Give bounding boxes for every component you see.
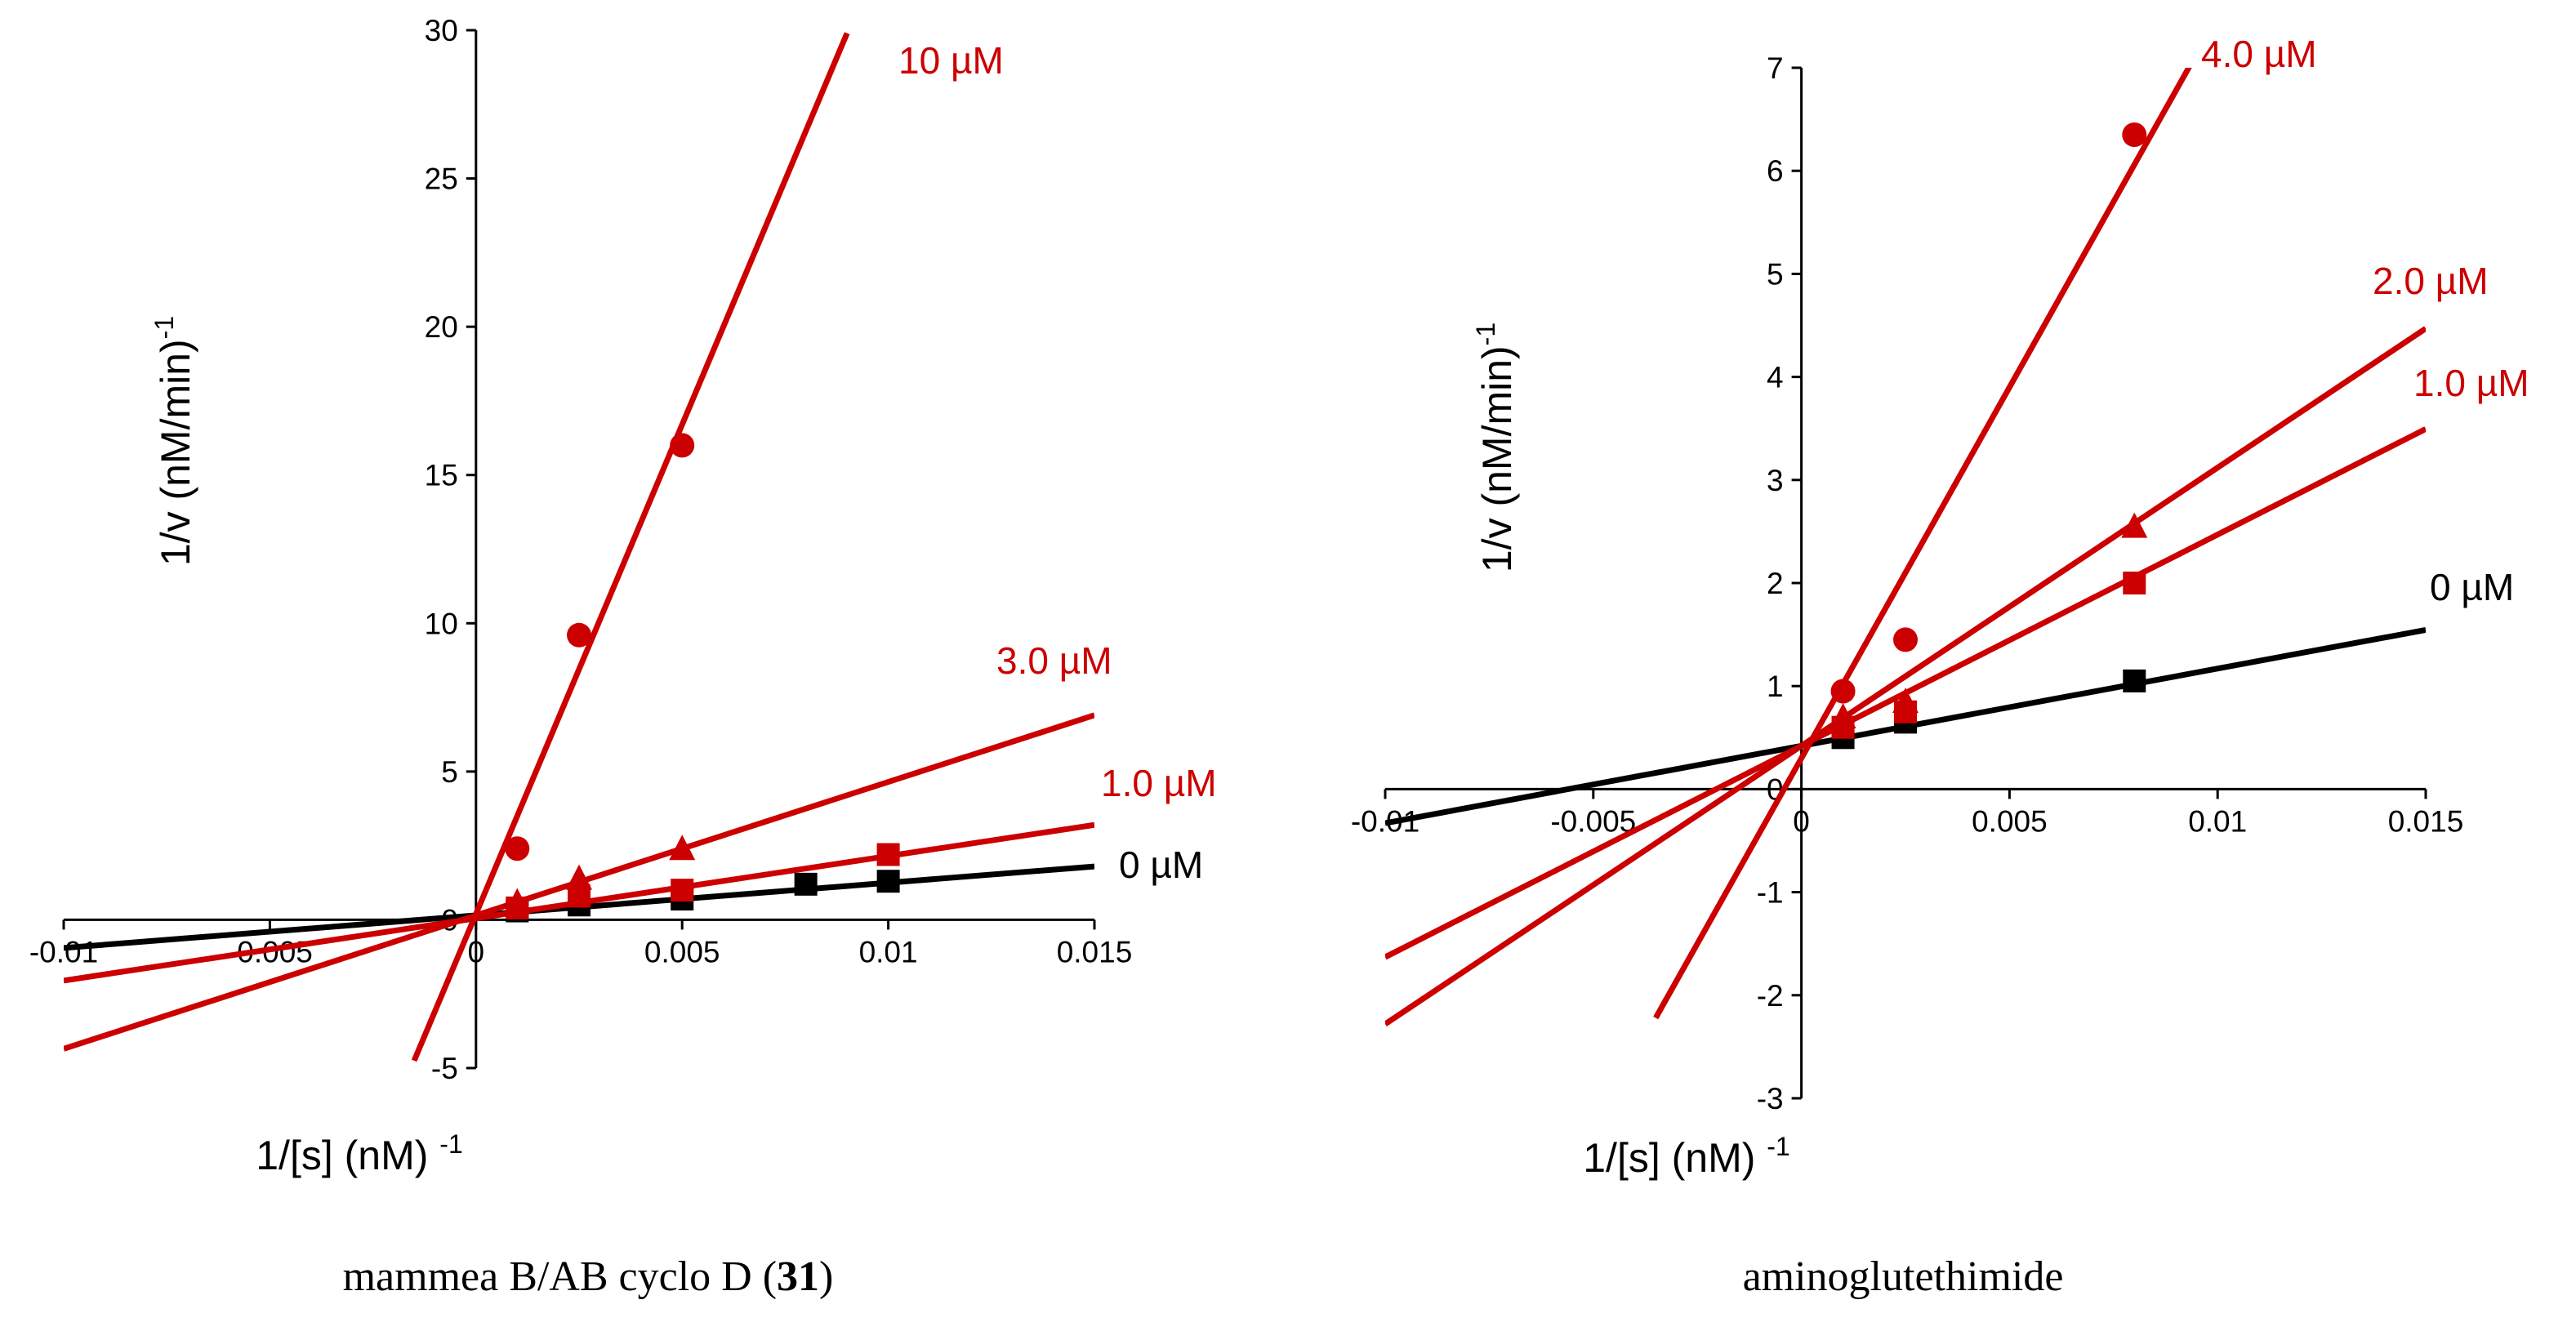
y-tick-label: 5 [1767,257,1784,291]
x-axis-title-text: 1/[s] (nM) [256,1133,439,1178]
x-tick-label: -0.005 [1550,804,1636,838]
data-point-triangle [1829,703,1856,729]
data-point-circle [670,433,695,458]
series-label: 3.0 µM [996,639,1112,682]
data-point-triangle [504,888,531,914]
x-axis-title-exponent: -1 [439,1129,462,1159]
y-axis-title-text: 1/v (nM/min) [153,339,198,566]
series-label: 1.0 µM [1101,762,1217,804]
y-tick-label: 1 [1767,670,1784,703]
data-point-circle [2122,122,2147,148]
y-tick-label: 10 [425,607,458,640]
series-label: 10 µM [898,39,1004,82]
y-tick-label: -5 [431,1052,458,1085]
series-label: 4.0 µM [2201,33,2317,75]
data-point-circle [1893,627,1918,652]
y-tick-label: -2 [1757,979,1784,1013]
data-point-triangle [669,835,696,861]
y-axis-title-exponent: -1 [1471,323,1500,345]
y-tick-label: 15 [425,459,458,492]
y-tick-label: 30 [425,14,458,47]
data-point-square [794,872,818,896]
data-point-triangle [1892,688,1919,714]
figure-caption: mammea B/AB cyclo D (31) [343,1253,834,1300]
data-point-circle [505,836,530,861]
y-tick-label: -1 [1757,876,1784,910]
chart-panel-mammea: -0.01-0.00500.0050.010.015-5051015202530… [29,14,1217,1300]
x-tick-label: 0 [1793,804,1810,838]
x-tick-label: 0.005 [1972,804,2048,838]
caption-text: mammea B/AB cyclo D ( [343,1253,777,1300]
y-tick-label: 7 [1767,51,1784,85]
y-tick-label: 25 [425,162,458,196]
y-tick-label: 6 [1767,154,1784,188]
y-tick-label: -3 [1757,1082,1784,1115]
x-tick-label: 0.01 [2188,804,2247,838]
y-axis-title: 1/v (nM/min)-1 [1471,323,1520,572]
caption-text-end: ) [819,1253,833,1300]
series-line [411,32,850,1062]
x-tick-label: 0.015 [2388,804,2464,838]
data-point-square [2123,572,2146,594]
x-axis-title: 1/[s] (nM) -1 [1583,1132,1789,1181]
data-point-square [671,879,694,902]
x-tick-label: 0.015 [1057,935,1133,968]
x-tick-label: -0.01 [29,935,98,968]
x-tick-label: 0.005 [644,935,720,968]
y-axis-title-exponent: -1 [149,316,179,339]
data-point-circle [1830,679,1856,704]
y-axis-title-text: 1/v (nM/min) [1474,345,1520,572]
data-point-square [2123,669,2146,692]
series-line [1653,68,2192,1020]
y-axis-title: 1/v (nM/min)-1 [149,316,198,566]
y-tick-label: 3 [1767,464,1784,497]
series-label: 0 µM [1119,844,1203,886]
series-label: 0 µM [2430,566,2514,608]
series-label: 2.0 µM [2373,260,2489,302]
series-lines [1385,68,2426,1027]
y-tick-label: 5 [441,755,458,789]
caption-compound-number: 31 [777,1253,819,1300]
y-tick-label: 2 [1767,567,1784,600]
figure-caption: aminoglutethimide [1743,1253,2064,1300]
data-point-triangle [2121,512,2148,538]
x-axis-title: 1/[s] (nM) -1 [256,1129,462,1178]
caption-text: aminoglutethimide [1743,1253,2064,1300]
x-axis-title-exponent: -1 [1767,1132,1789,1161]
x-tick-label: 0.01 [859,935,918,968]
x-tick-label: 0 [468,935,485,968]
x-axis-title-text: 1/[s] (nM) [1583,1135,1767,1181]
y-tick-label: 20 [425,310,458,344]
data-point-square [876,843,900,866]
data-point-square [876,870,900,893]
data-point-triangle [566,864,592,890]
series-label: 1.0 µM [2413,362,2529,404]
data-point-circle [567,622,591,648]
chart-panel-aminoglutethimide: -0.01 -0.005 0 0.005 0.01 0.015-3-2-101234567… [1351,33,2529,1300]
series-line [1385,326,2426,1027]
y-tick-label: 4 [1767,361,1784,394]
